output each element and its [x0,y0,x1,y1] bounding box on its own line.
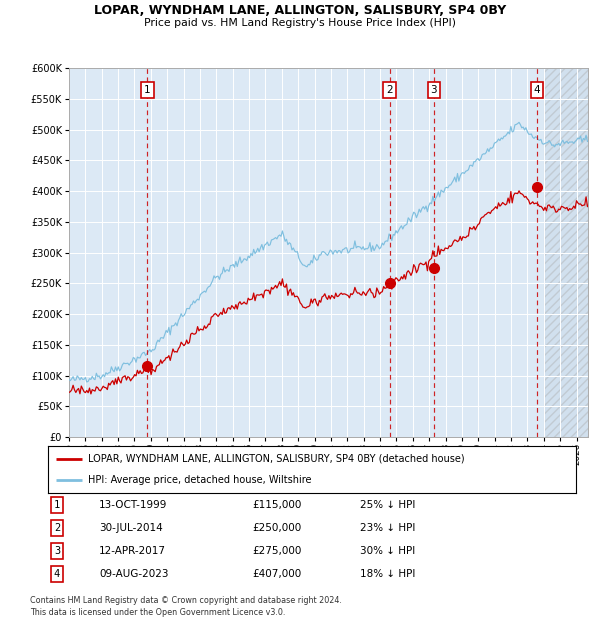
Text: Contains HM Land Registry data © Crown copyright and database right 2024.
This d: Contains HM Land Registry data © Crown c… [30,596,342,617]
Text: LOPAR, WYNDHAM LANE, ALLINGTON, SALISBURY, SP4 0BY (detached house): LOPAR, WYNDHAM LANE, ALLINGTON, SALISBUR… [88,454,464,464]
Text: £115,000: £115,000 [252,500,301,510]
Text: 3: 3 [54,546,60,556]
Text: 18% ↓ HPI: 18% ↓ HPI [360,569,415,579]
Text: 09-AUG-2023: 09-AUG-2023 [99,569,169,579]
Text: 4: 4 [534,85,541,95]
Text: 13-OCT-1999: 13-OCT-1999 [99,500,167,510]
Text: £250,000: £250,000 [252,523,301,533]
Bar [544,68,588,437]
Text: 1: 1 [144,85,151,95]
Text: £407,000: £407,000 [252,569,301,579]
Text: 2: 2 [386,85,393,95]
Text: Price paid vs. HM Land Registry's House Price Index (HPI): Price paid vs. HM Land Registry's House … [144,18,456,28]
Text: 25% ↓ HPI: 25% ↓ HPI [360,500,415,510]
Text: 23% ↓ HPI: 23% ↓ HPI [360,523,415,533]
Text: £275,000: £275,000 [252,546,301,556]
Text: 30-JUL-2014: 30-JUL-2014 [99,523,163,533]
Text: HPI: Average price, detached house, Wiltshire: HPI: Average price, detached house, Wilt… [88,476,311,485]
Text: 30% ↓ HPI: 30% ↓ HPI [360,546,415,556]
Text: LOPAR, WYNDHAM LANE, ALLINGTON, SALISBURY, SP4 0BY: LOPAR, WYNDHAM LANE, ALLINGTON, SALISBUR… [94,4,506,17]
Text: 12-APR-2017: 12-APR-2017 [99,546,166,556]
Text: 3: 3 [430,85,437,95]
Text: 4: 4 [54,569,60,579]
Bar [544,68,588,437]
Text: 1: 1 [54,500,60,510]
Text: 2: 2 [54,523,60,533]
